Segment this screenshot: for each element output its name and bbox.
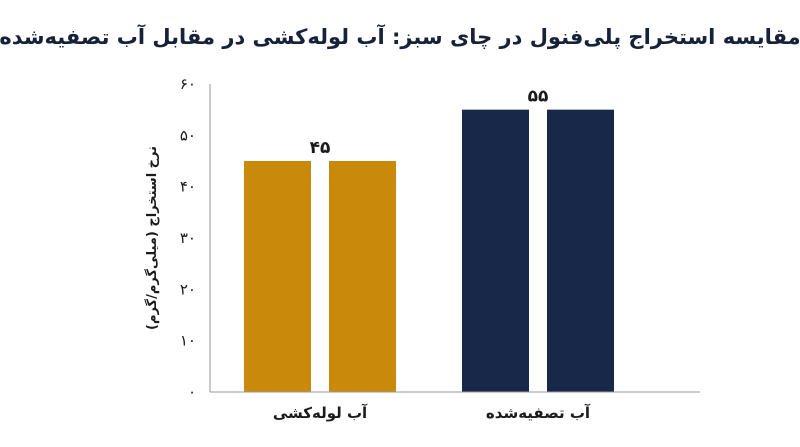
x-axis-labels: آب لوله‌کشی آب تصفیه‌شده [273, 404, 591, 422]
y-axis-label: نرخ استخراج (میلی‌گرم/گرم) [144, 146, 160, 330]
y-tick-label: ۶۰ [180, 75, 196, 93]
y-tick-label: ۴۰ [180, 178, 196, 196]
bar-1-left-panel [244, 161, 311, 392]
x-category-label: آب تصفیه‌شده [486, 404, 591, 422]
bar-1-right-panel [329, 161, 396, 392]
bar-2-right-panel [547, 109, 614, 393]
chart-title: مقایسه استخراج پلی‌فنول در چای سبز: آب ل… [0, 24, 800, 50]
y-axis-ticks: ۰ ۱۰ ۲۰ ۳۰ ۴۰ ۵۰ ۶۰ [180, 75, 196, 401]
y-tick-label: ۱۰ [180, 332, 196, 350]
bar-value-label: ۴۵ [310, 138, 331, 158]
value-labels-group: ۴۵ ۵۵ [310, 87, 549, 158]
y-tick-label: ۳۰ [180, 229, 196, 247]
bar-2-left-panel [462, 109, 529, 393]
bars-group [244, 109, 614, 393]
x-category-label: آب لوله‌کشی [273, 404, 368, 422]
y-tick-label: ۲۰ [180, 280, 196, 298]
y-tick-label: ۵۰ [180, 126, 196, 144]
bar-value-label: ۵۵ [528, 87, 549, 107]
y-tick-label: ۰ [188, 383, 196, 401]
